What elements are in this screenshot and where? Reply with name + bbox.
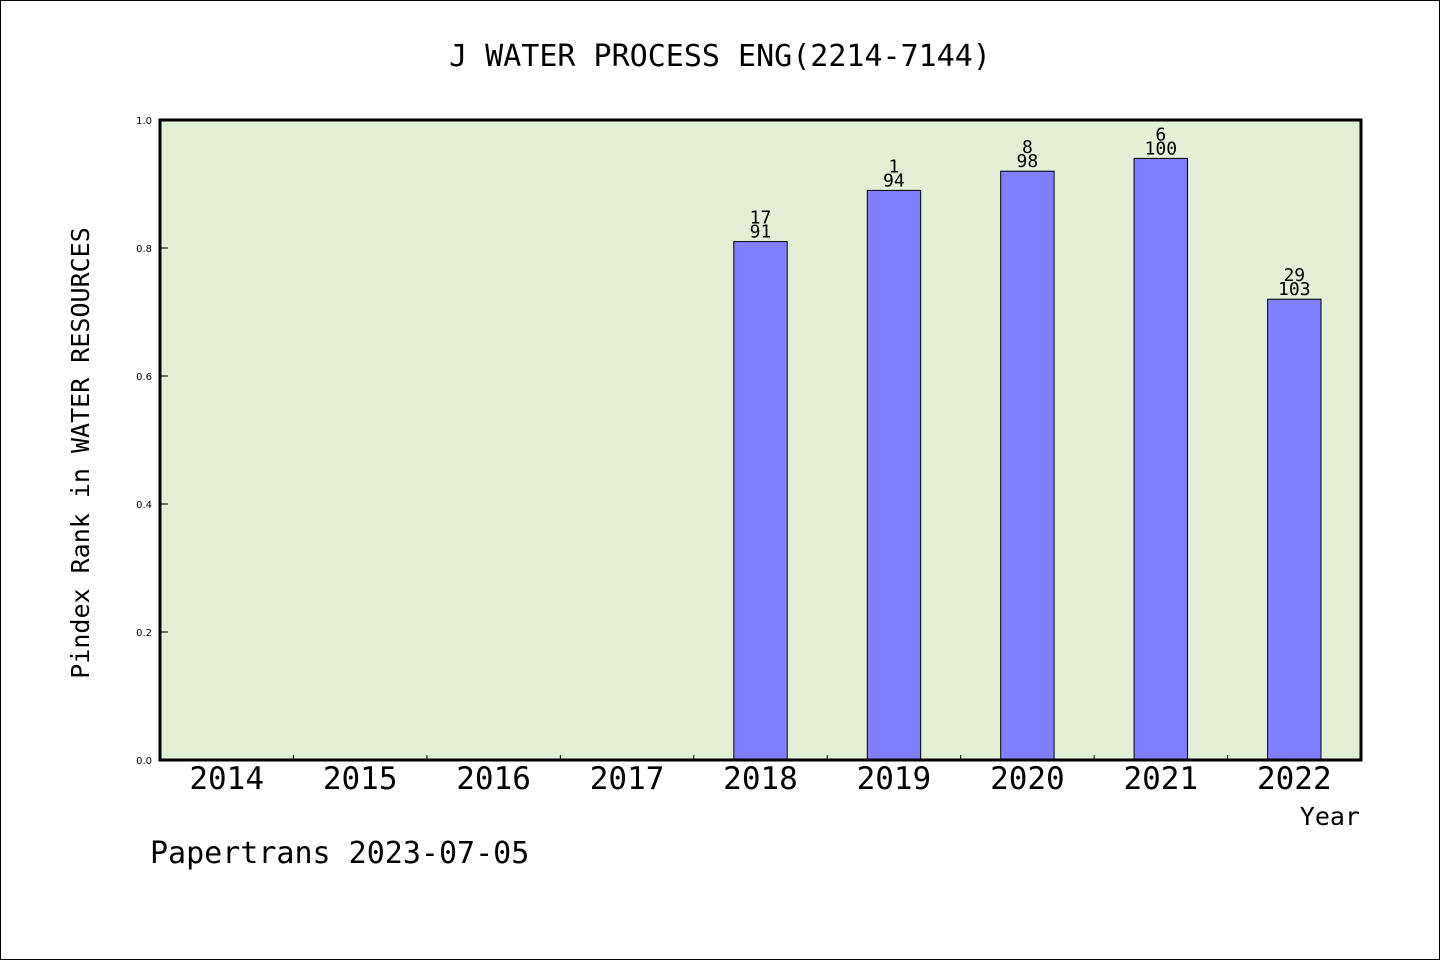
bar-label-bottom-2021: 100	[1145, 138, 1178, 159]
plot-border	[158, 118, 1363, 762]
chart-title: J WATER PROCESS ENG(2214-7144)	[449, 39, 991, 74]
y-tick-label-1.0: 1.0	[136, 116, 152, 127]
y-tick-label-0.8: 0.8	[136, 244, 152, 255]
x-tick-label-2020: 2020	[990, 761, 1065, 797]
bar-2020	[1000, 170, 1055, 761]
bar-label-top-2018: 17	[750, 208, 772, 229]
bar-label-top-2022: 29	[1283, 265, 1305, 286]
bar-label-top-2021: 6	[1155, 124, 1166, 145]
x-axis: 2014 2015 2016 2017 2018 2019 2020 2021 2022	[189, 755, 1332, 797]
bar-label-bottom-2019: 94	[883, 170, 905, 191]
y-tick-label-0.2: 0.2	[136, 628, 152, 639]
x-tick-label-2021: 2021	[1123, 761, 1198, 797]
bar-2021	[1133, 157, 1188, 761]
y-axis: 0.0 0.2 0.4 0.6 0.8 1.0	[136, 116, 168, 767]
bar-label-bottom-2018: 91	[750, 222, 772, 243]
bars-group	[733, 157, 1322, 761]
x-tick-label-2019: 2019	[857, 761, 932, 797]
bar-2018	[733, 241, 788, 761]
x-tick-label-2014: 2014	[189, 761, 264, 797]
x-tick-label-2018: 2018	[723, 761, 798, 797]
x-tick-label-2016: 2016	[456, 761, 531, 797]
bar-label-top-2020: 8	[1022, 137, 1033, 158]
bar-label-bottom-2020: 98	[1017, 151, 1039, 172]
x-axis-label: Year	[1300, 802, 1360, 831]
y-tick-label-0.0: 0.0	[136, 756, 152, 767]
x-tick-label-2015: 2015	[323, 761, 398, 797]
y-tick-label-0.4: 0.4	[136, 500, 152, 511]
footer-text: Papertrans 2023-07-05	[150, 836, 529, 871]
y-tick-label-0.6: 0.6	[136, 372, 152, 383]
x-tick-label-2017: 2017	[590, 761, 665, 797]
bar-label-top-2019: 1	[888, 156, 899, 177]
x-tick-label-2022: 2022	[1257, 761, 1332, 797]
bar-2022	[1267, 298, 1322, 761]
bar-label-bottom-2022: 103	[1278, 279, 1311, 300]
y-axis-label: Pindex Rank in WATER RESOURCES	[66, 227, 95, 679]
bar-2019	[866, 189, 922, 761]
